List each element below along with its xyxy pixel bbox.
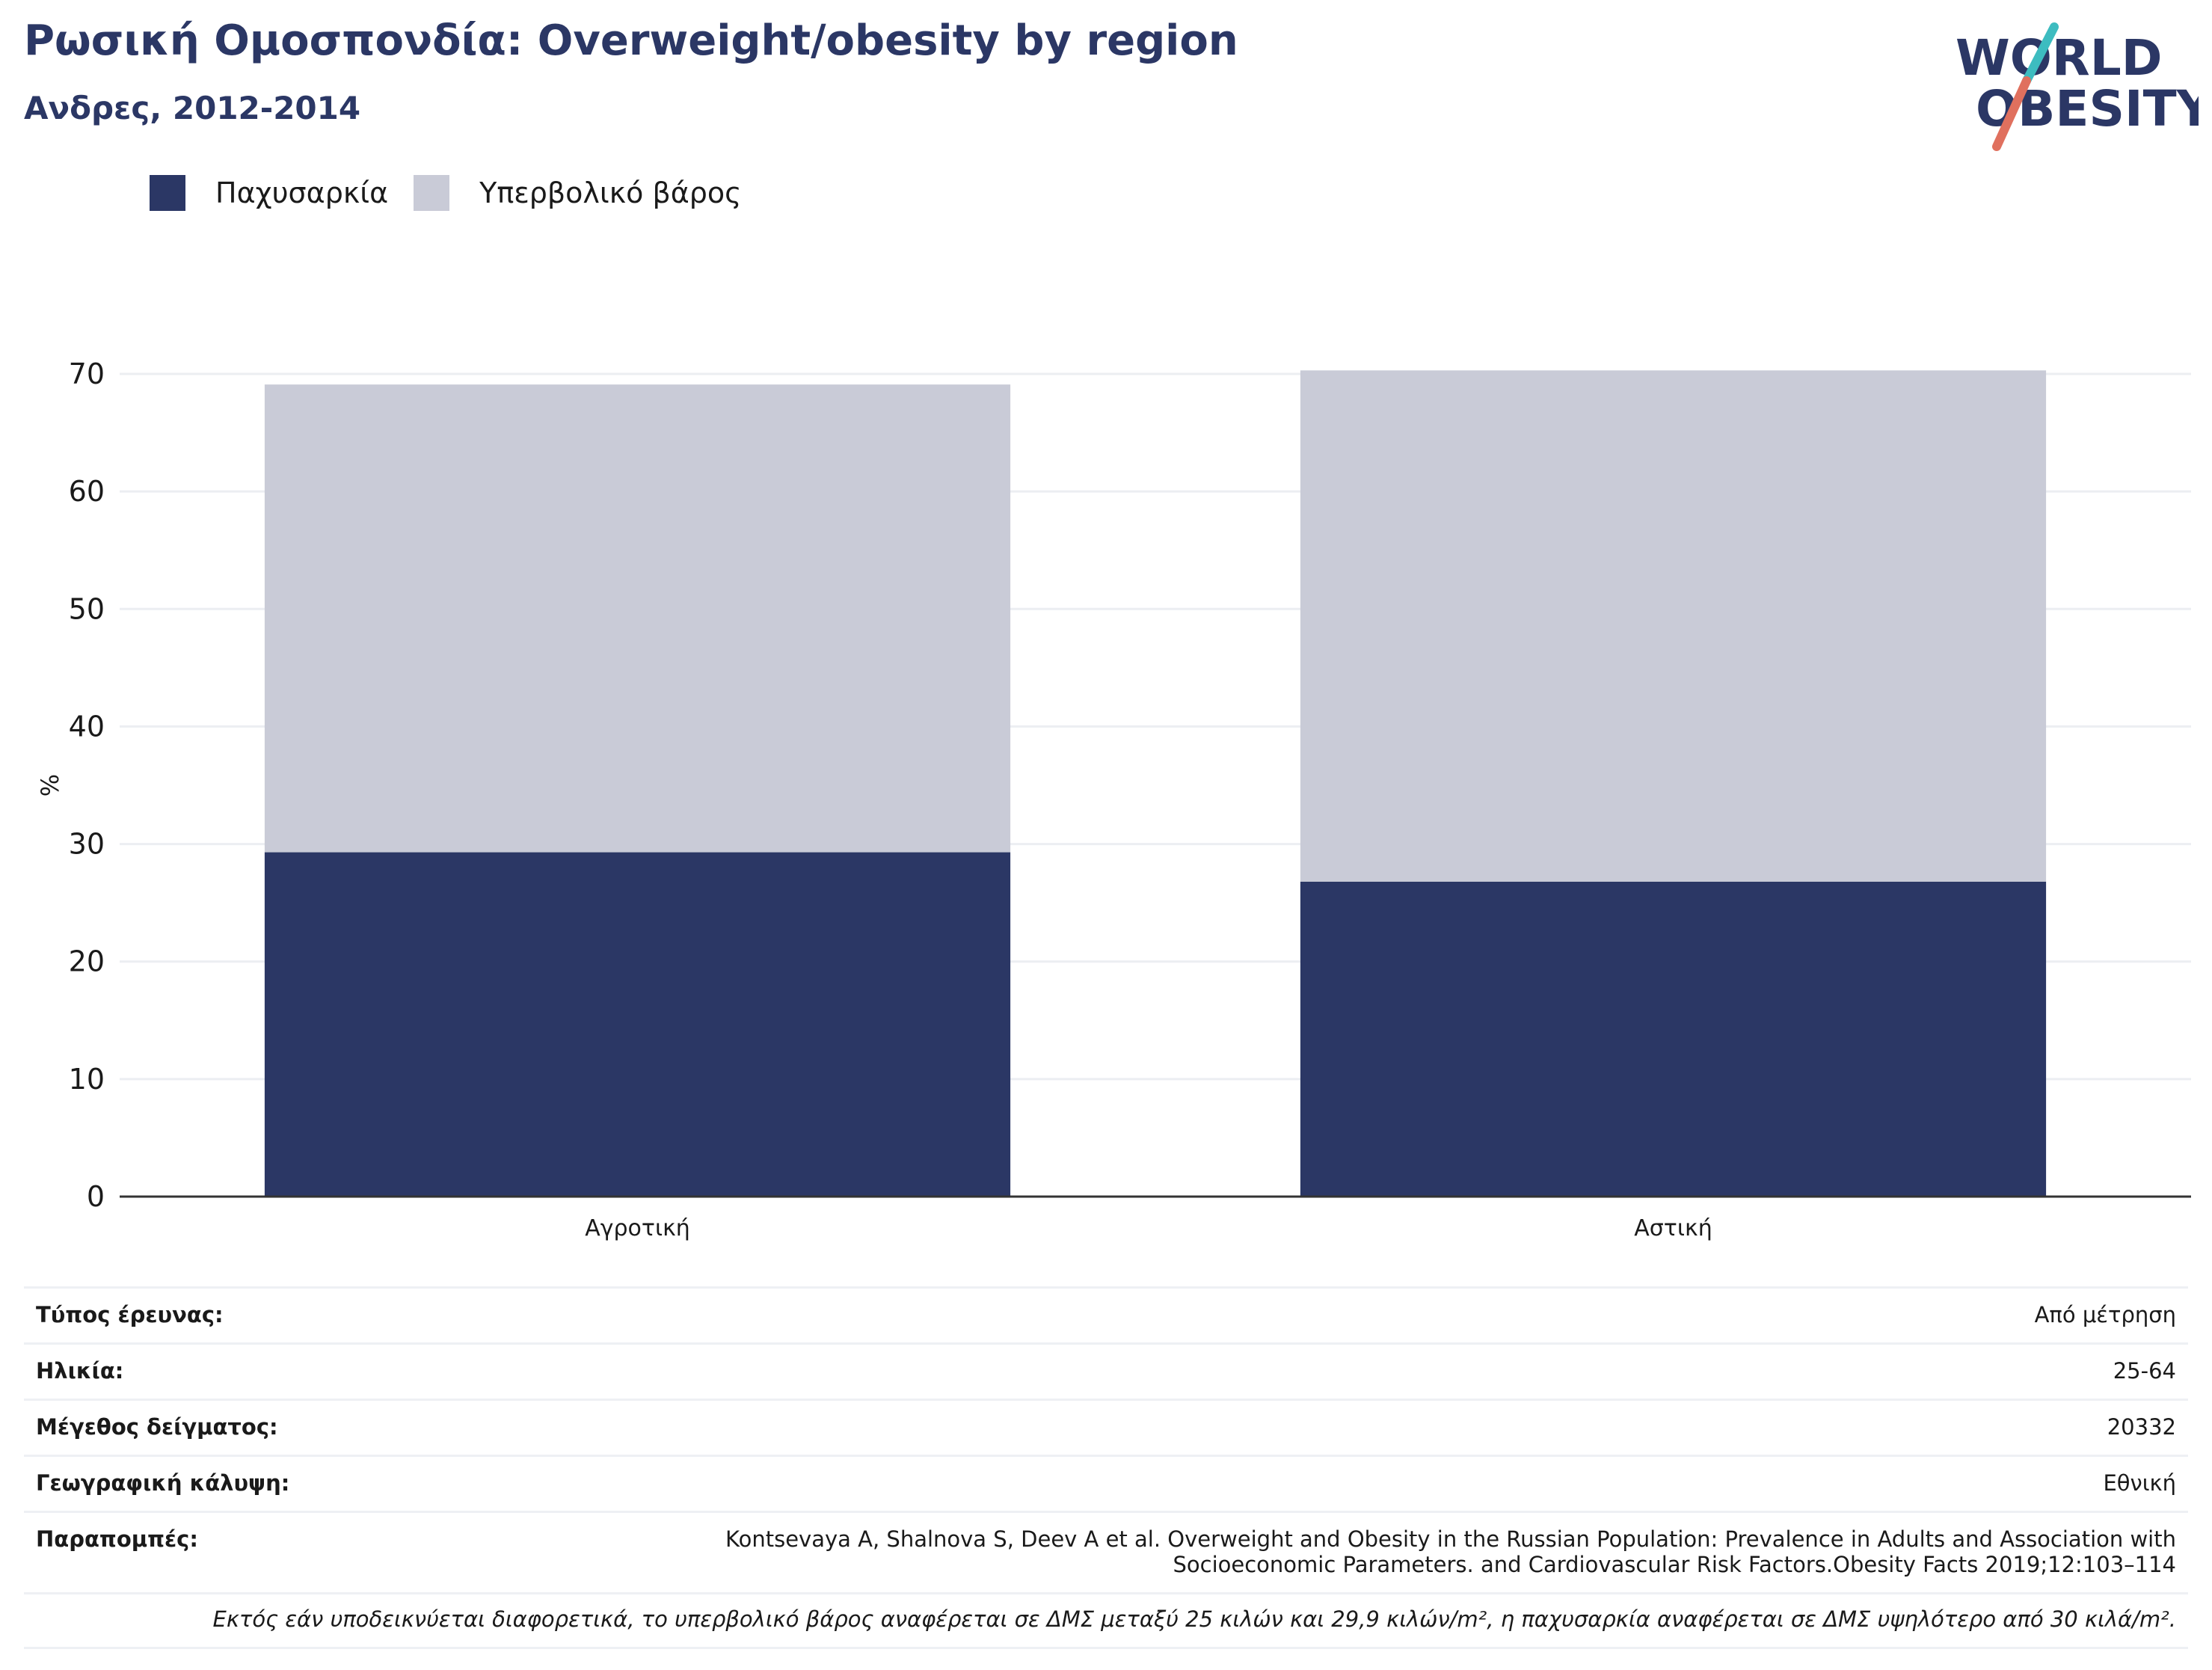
info-key: Μέγεθος δείγματος:: [36, 1414, 278, 1440]
x-category-label: Αστική: [1634, 1215, 1712, 1241]
x-category-label: Αγροτική: [585, 1215, 690, 1241]
definition-note: Εκτός εάν υποδεικνύεται διαφορετικά, το …: [24, 1592, 2188, 1649]
info-key: Τύπος έρευνας:: [36, 1302, 224, 1327]
info-row-references: Παραπομπές: Kontsevaya A, Shalnova S, De…: [24, 1511, 2188, 1592]
bar-obesity: [264, 852, 1011, 1197]
bar-overweight: [264, 384, 1011, 853]
chart-legend: Παχυσαρκία Υπερβολικό βάρος: [150, 171, 766, 215]
y-tick-label: 50: [69, 592, 105, 625]
bar-obesity: [1300, 881, 2047, 1197]
info-value: 20332: [2107, 1414, 2176, 1440]
info-row-sample-size: Μέγεθος δείγματος: 20332: [24, 1399, 2188, 1455]
legend-swatch-overweight: [414, 175, 450, 211]
legend-item-overweight: Υπερβολικό βάρος: [414, 175, 741, 211]
y-tick-label: 20: [69, 945, 105, 978]
chart-subtitle: Ανδρες, 2012-2014: [24, 90, 361, 126]
y-tick-label: 0: [87, 1180, 105, 1213]
y-tick-label: 40: [69, 710, 105, 743]
bar-overweight: [1300, 370, 2047, 882]
chart-title: Ρωσική Ομοσπονδία: Overweight/obesity by…: [24, 16, 1238, 65]
info-key: Παραπομπές:: [36, 1526, 198, 1552]
world-obesity-logo: WORLD OBESITY: [1956, 22, 2199, 151]
logo-line1: WORLD: [1956, 29, 2163, 87]
info-row-survey-type: Τύπος έρευνας: Από μέτρηση: [24, 1286, 2188, 1342]
logo-slash-top: [2022, 22, 2059, 85]
references-text: Kontsevaya A, Shalnova S, Deev A et al. …: [725, 1526, 2176, 1577]
y-tick-label: 30: [69, 828, 105, 861]
legend-swatch-obesity: [150, 175, 185, 211]
info-value: 25-64: [2113, 1358, 2176, 1384]
references-line-1: Kontsevaya A, Shalnova S, Deev A et al. …: [725, 1526, 2176, 1552]
bar-chart: 0 10 20 30 40 50 60 70% Αγροτική Αστική: [36, 357, 2191, 1241]
legend-label-obesity: Παχυσαρκία: [215, 176, 389, 209]
info-value: Εθνική: [2103, 1470, 2176, 1496]
legend-label-overweight: Υπερβολικό βάρος: [479, 176, 742, 209]
info-row-age: Ηλικία: 25-64: [24, 1342, 2188, 1399]
references-line-2: Socioeconomic Parameters. and Cardiovasc…: [1173, 1552, 2177, 1577]
info-key: Ηλικία:: [36, 1358, 124, 1384]
y-axis-label: %: [36, 774, 64, 796]
info-row-geographic-coverage: Γεωγραφική κάλυψη: Εθνική: [24, 1455, 2188, 1511]
logo-slash-bottom: [1992, 76, 2031, 151]
y-tick-label: 10: [69, 1063, 105, 1096]
y-tick-label: 70: [69, 357, 105, 390]
info-value: Από μέτρηση: [2034, 1302, 2176, 1327]
y-tick-label: 60: [69, 475, 105, 508]
survey-info-table: Τύπος έρευνας: Από μέτρηση Ηλικία: 25-64…: [24, 1286, 2188, 1649]
legend-item-obesity: Παχυσαρκία: [150, 175, 388, 211]
info-key: Γεωγραφική κάλυψη:: [36, 1470, 290, 1496]
